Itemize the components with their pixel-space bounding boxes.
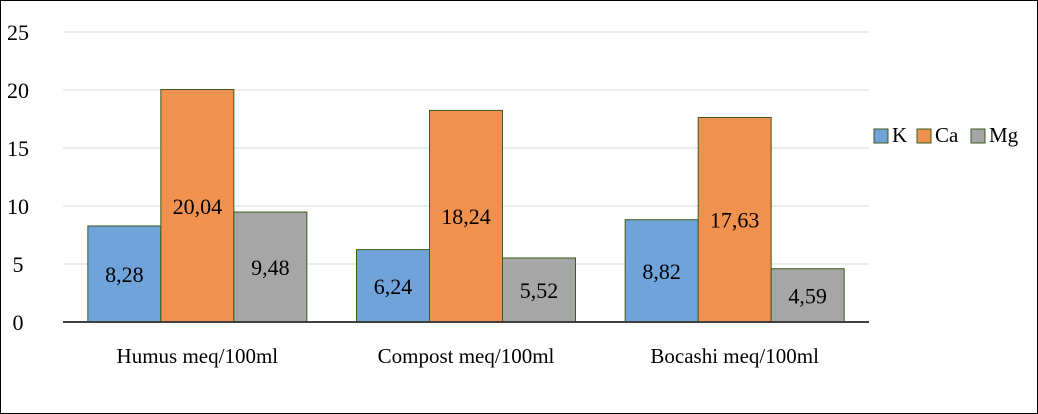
y-axis-ticks: 0 5 10 15 20 25 [7,20,29,335]
data-label: 6,24 [374,274,413,299]
bar-mg [770,268,845,323]
bar-k [624,219,699,323]
x-axis-categories: Humus meq/100ml Compost meq/100ml Bocashi … [117,344,820,368]
data-label: 5,52 [520,278,559,303]
bar-k [356,249,430,323]
legend-label-mg: Mg [989,123,1019,147]
bar-mg [502,257,576,323]
x-tick-label: Humus meq/100ml [117,344,279,368]
bar-ca [697,116,772,323]
y-tick-label: 15 [7,136,29,161]
legend-label-ca: Ca [935,123,959,147]
legend-swatch-k [873,128,889,144]
data-label: 8,28 [105,262,144,287]
data-label: 20,04 [173,194,223,219]
data-label: 8,82 [642,259,681,284]
x-tick-label: Compost meq/100ml [378,344,555,368]
data-label: 17,63 [710,208,760,233]
y-tick-label: 10 [7,194,29,219]
y-tick-label: 0 [13,310,24,335]
y-tick-label: 20 [7,78,29,103]
data-label: 4,59 [788,283,827,308]
legend-swatch-mg [970,128,986,144]
legend-swatch-ca [916,128,932,144]
data-label: 9,48 [251,255,290,280]
bar-k [87,225,162,323]
bars: 8,28 20,04 9,48 6,24 18,24 5,52 8,82 17,63 4,59 [87,89,845,323]
y-tick-label: 5 [13,252,24,277]
legend: K Ca Mg [873,123,1019,147]
y-tick-label: 25 [7,20,29,45]
bar-mg [233,211,308,323]
data-label: 18,24 [441,204,491,229]
bar-ca [429,109,503,323]
legend-label-k: K [892,123,907,147]
x-tick-label: Bocashi meq/100ml [650,344,819,368]
